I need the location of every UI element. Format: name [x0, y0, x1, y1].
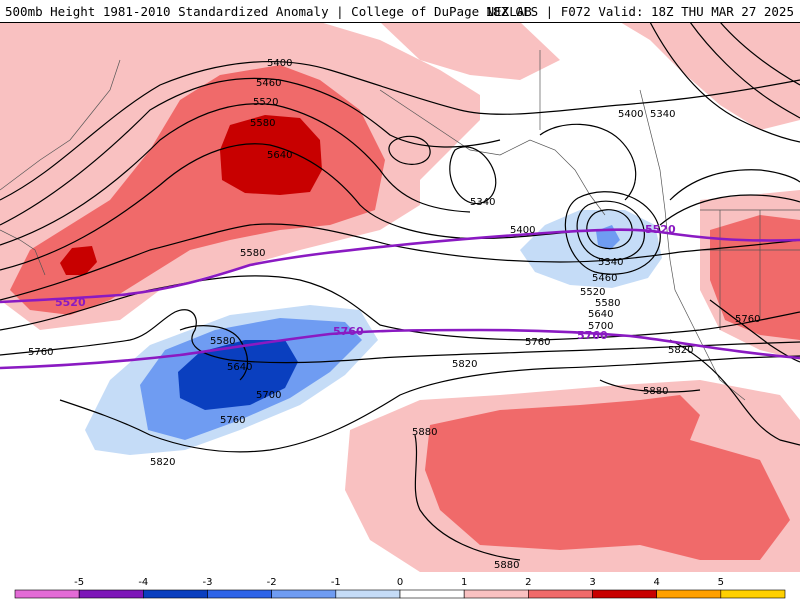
contour-label-5400: 5400 — [267, 58, 292, 69]
legend-swatch — [335, 589, 401, 599]
strong-positive-anomaly — [60, 115, 322, 275]
contour-label-5580: 5580 — [250, 118, 275, 129]
legend-swatch — [463, 589, 529, 599]
contour-label-5400-low: 5400 — [510, 225, 535, 236]
contour-label-5340-pacific: 5340 — [470, 197, 495, 208]
coastlines — [0, 50, 800, 401]
reference-labels: 5520 5520 5760 5760 — [55, 223, 676, 342]
purple-label-5760-east: 5760 — [577, 329, 608, 342]
contour-label-5460: 5460 — [256, 78, 281, 89]
contour-label-5340-low: 5340 — [598, 257, 623, 268]
contour-label-5340-canada: 5340 — [650, 109, 675, 120]
purple-label-5520-west: 5520 — [55, 296, 86, 309]
contour-label-5820-east: 5820 — [668, 345, 693, 356]
legend-tick-label: -2 — [267, 577, 277, 588]
purple-label-5760-mid: 5760 — [333, 325, 364, 338]
legend-swatch — [656, 589, 722, 599]
contour-label-5580-south: 5580 — [210, 336, 235, 347]
legend-tick-label: -5 — [74, 577, 84, 588]
contour-label-5820-south: 5820 — [150, 457, 175, 468]
model-run-info: 18Z GFS | F072 Valid: 18Z THU MAR 27 202… — [485, 4, 794, 19]
legend-tick-label: -1 — [331, 577, 341, 588]
legend-tick-label: 5 — [718, 577, 724, 588]
legend-tick-label: 4 — [653, 577, 659, 588]
contour-label-5520: 5520 — [253, 97, 278, 108]
reference-contours — [0, 228, 800, 370]
legend-tick-label: 3 — [589, 577, 595, 588]
contour-label-5760-east: 5760 — [735, 314, 760, 325]
contour-label-5820-mid: 5820 — [452, 359, 477, 370]
contour-label-5700-south: 5700 — [256, 390, 281, 401]
legend-tick-label: 2 — [525, 577, 531, 588]
contour-labels: 5400 5460 5520 5580 5640 5340 5580 5400 … — [28, 58, 760, 571]
contour-label-5580-mid: 5580 — [240, 248, 265, 259]
contour-label-5700-low: 5700 — [588, 321, 613, 332]
legend-swatch — [207, 589, 272, 599]
strong-negative-anomaly — [178, 340, 298, 410]
legend-swatch — [528, 589, 593, 599]
legend-swatch — [399, 589, 465, 599]
legend-swatch — [271, 589, 337, 599]
legend-tick-label: 0 — [397, 577, 403, 588]
contour-label-5640-south: 5640 — [227, 362, 252, 373]
contour-label-5880-east: 5880 — [643, 386, 668, 397]
legend-tick-labels: -5 -4 -3 -2 -1 0 1 2 3 4 5 — [74, 577, 724, 588]
contour-label-5640: 5640 — [267, 150, 292, 161]
contour-label-5760-south: 5760 — [220, 415, 245, 426]
purple-line-5520 — [0, 228, 800, 304]
legend-tick-label: -3 — [203, 577, 213, 588]
anomaly-legend: -5 -4 -3 -2 -1 0 1 2 3 4 5 — [0, 572, 800, 600]
contour-label-5640-low: 5640 — [588, 309, 613, 320]
legend-swatch — [14, 589, 80, 599]
legend-tick-label: 1 — [461, 577, 467, 588]
legend-swatch — [592, 589, 657, 599]
contour-label-5460-low: 5460 — [592, 273, 617, 284]
map-header: 500mb Height 1981-2010 Standardized Anom… — [0, 0, 800, 23]
contour-label-5760-mid: 5760 — [525, 337, 550, 348]
contour-label-5760-west: 5760 — [28, 347, 53, 358]
purple-label-5520-east: 5520 — [645, 223, 676, 236]
legend-swatch — [143, 589, 208, 599]
contour-label-5520-low: 5520 — [580, 287, 605, 298]
map-title: 500mb Height 1981-2010 Standardized Anom… — [5, 4, 532, 19]
legend-swatch — [78, 589, 144, 599]
contour-label-5880-south: 5880 — [494, 560, 519, 571]
anomaly-map: 5400 5460 5520 5580 5640 5340 5580 5400 … — [0, 22, 800, 572]
contour-label-5400-coast: 5400 — [618, 109, 643, 120]
contour-label-5580-low: 5580 — [595, 298, 620, 309]
legend-tick-label: -4 — [138, 577, 148, 588]
contour-label-5880-mid: 5880 — [412, 427, 437, 438]
purple-line-5760 — [0, 328, 800, 370]
legend-color-bar — [14, 589, 786, 599]
legend-swatch — [720, 589, 786, 599]
